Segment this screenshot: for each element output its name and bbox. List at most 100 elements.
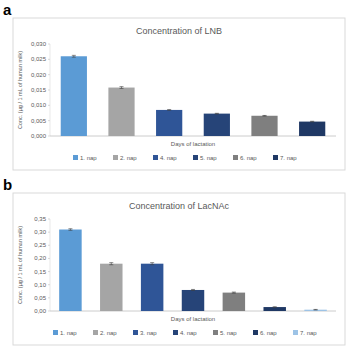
error-cap [68,228,72,229]
error-bar [109,263,113,265]
error-cap [273,306,277,307]
figure: aConcentration of LNBConc. (µg / 1 mL of… [0,0,351,346]
legend-swatch [153,155,158,160]
legend: 1. nap2. nap3. nap4. nap5. nap6. nap7. n… [53,330,317,336]
bar [156,110,182,136]
panel-label: b [3,176,12,193]
legend-label: 5. nap [200,155,217,161]
chart-title: Concentration of LacNAc [129,201,230,211]
error-bar [263,115,267,117]
error-cap [314,309,318,310]
error-bar [273,306,277,308]
y-tick-label: 0,025 [31,56,47,62]
error-cap [263,116,267,117]
y-tick-label: 0,015 [31,87,47,93]
legend-swatch [213,330,218,335]
error-bar [72,55,76,57]
chart-title: Concentration of LNB [136,26,222,36]
y-tick-label: 0,10 [34,282,46,288]
y-tick-label: 0,000 [31,133,47,139]
legend-swatch [93,330,98,335]
error-bar [310,121,314,123]
error-cap [314,309,318,310]
legend-label: 4. nap [160,155,177,161]
y-axis-label: Conc. (µg / 1 mL of human milk) [17,226,23,304]
legend-label: 4. nap [180,330,197,336]
error-cap [263,115,267,116]
error-bar [314,309,318,311]
x-axis-label: Days of lactation [171,141,215,147]
chart-frame [13,193,345,345]
legend: 1. nap2. nap4. nap5. nap6. nap7. nap [73,155,297,161]
y-tick-label: 0,30 [34,229,46,235]
error-cap [191,289,195,290]
error-bar [191,289,195,290]
y-tick-label: 0,05 [34,295,46,301]
y-tick-label: 0,005 [31,118,47,124]
legend-label: 7. nap [280,155,297,161]
y-tick-label: 0,35 [34,216,46,222]
error-cap [167,109,171,110]
legend-label: 1. nap [60,330,77,336]
error-bar [68,229,72,231]
bar [182,290,204,311]
bar [223,293,245,311]
error-cap [167,110,171,111]
y-axis-line [50,44,51,136]
plot-area [59,229,327,311]
legend-swatch [133,330,138,335]
legend-label: 1. nap [80,155,97,161]
error-cap [232,293,236,294]
error-cap [310,121,314,122]
legend-label: 6. nap [260,330,277,336]
error-cap [215,113,219,114]
error-cap [273,307,277,308]
error-stem [152,263,153,265]
error-stem [111,263,112,265]
error-cap [72,55,76,56]
bar [141,264,163,311]
error-cap [109,264,113,265]
legend-swatch [53,330,58,335]
panel: b Concentration of LacNAc Conc. (µg / 1 mL… [3,176,345,345]
error-bar [167,109,171,111]
legend-swatch [253,330,258,335]
y-tick-label: 0,25 [34,242,46,248]
error-cap [120,86,124,87]
bar [304,310,326,311]
error-cap [120,88,124,89]
y-tick-label: 0,00 [34,308,46,314]
error-cap [215,113,219,114]
y-tick-label: 0,15 [34,269,46,275]
error-cap [191,290,195,291]
y-tick-label: 0,020 [31,72,47,78]
legend-label: 2. nap [120,155,137,161]
legend-label: 3. nap [140,330,157,336]
error-bar [215,113,219,115]
plot-area [61,55,326,136]
legend-swatch [173,330,178,335]
legend-swatch [73,155,78,160]
legend-swatch [273,155,278,160]
error-cap [150,264,154,265]
legend-label: 2. nap [100,330,117,336]
y-tick-label: 0,20 [34,255,46,261]
legend-swatch [233,155,238,160]
legend-swatch [293,330,298,335]
x-axis-line [50,136,336,137]
y-tick-label: 0,030 [31,41,47,47]
bar [251,116,277,136]
x-axis-label: Days of lactation [171,316,215,322]
error-bar [150,263,154,265]
error-cap [232,292,236,293]
bar [299,122,325,136]
error-cap [68,230,72,231]
y-tick-label: 0,010 [31,102,47,108]
y-axis-label: Conc. (µg / 1 mL of human milk) [17,51,23,129]
error-bar [232,292,236,293]
bar [263,307,285,311]
bar [204,114,230,136]
bar [59,230,81,311]
error-cap [72,57,76,58]
error-cap [109,262,113,263]
